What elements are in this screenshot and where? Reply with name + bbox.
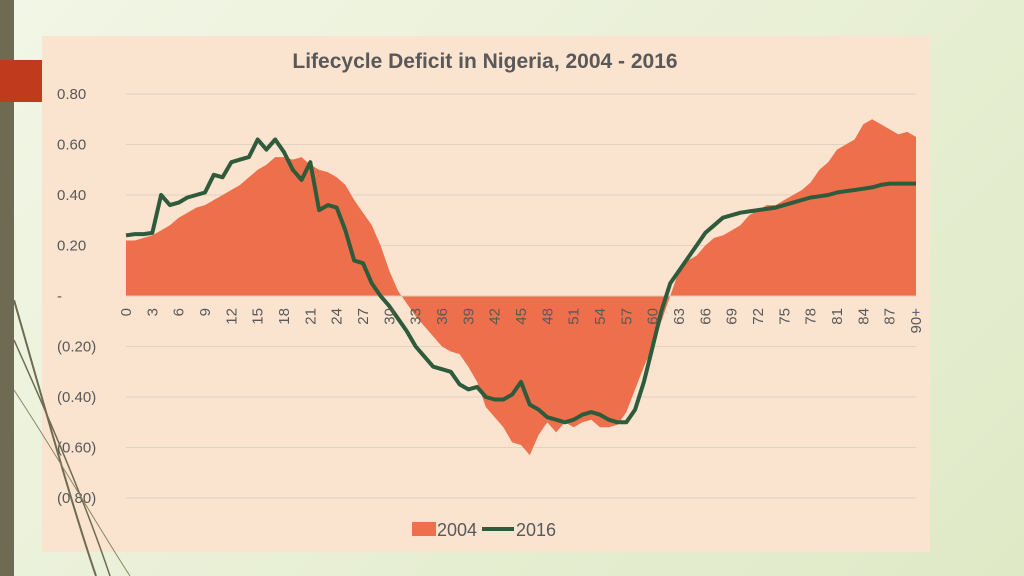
legend: 2004 2016	[412, 520, 556, 540]
x-tick-label: 3	[144, 308, 161, 316]
x-tick-label: 36	[434, 308, 451, 325]
x-tick-label: 45	[513, 308, 530, 325]
left-decor-bar	[0, 0, 14, 576]
x-tick-label: 24	[329, 308, 346, 325]
x-tick-label: 27	[355, 308, 372, 325]
y-tick-label: 0.20	[57, 238, 86, 255]
y-tick-label: 0.40	[57, 187, 86, 204]
x-tick-label: 0	[118, 308, 135, 316]
x-tick-label: 51	[566, 308, 583, 325]
x-tick-label: 42	[487, 308, 504, 325]
x-tick-label: 78	[803, 308, 820, 325]
x-tick-label: 60	[645, 308, 662, 325]
x-tick-label: 81	[829, 308, 846, 325]
line-series-2016	[125, 137, 916, 425]
x-tick-label: 57	[618, 308, 635, 325]
y-tick-label: -	[57, 288, 62, 305]
decorative-curve	[13, 339, 111, 576]
x-tick-label: 39	[460, 308, 477, 325]
x-tick-label: 72	[750, 308, 767, 325]
legend-swatch-2004	[412, 522, 436, 536]
x-tick-label: 87	[882, 308, 899, 325]
x-tick-label: 33	[408, 308, 425, 325]
x-tick-label: 54	[592, 308, 609, 325]
x-tick-label: 66	[697, 308, 714, 325]
x-tick-label: 84	[855, 308, 872, 325]
decorative-curves	[13, 300, 131, 576]
chart: Lifecycle Deficit in Nigeria, 2004 - 201…	[57, 50, 925, 540]
legend-label-2004: 2004	[437, 520, 477, 540]
x-tick-label: 75	[776, 308, 793, 325]
x-tick-label: 30	[381, 308, 398, 325]
x-tick-label: 21	[302, 308, 319, 325]
y-tick-label: (0.60)	[57, 440, 96, 457]
y-tick-label: (0.40)	[57, 389, 96, 406]
area-2004	[126, 119, 916, 456]
x-tick-label: 9	[197, 308, 214, 316]
accent-block	[0, 60, 42, 102]
legend-label-2016: 2016	[516, 520, 556, 540]
y-tick-label: (0.20)	[57, 339, 96, 356]
x-tick-label: 18	[276, 308, 293, 325]
x-axis-ticks: 0 3 6 9 12 15 18 21 24 27 30 33 36 39 42 45 48 51 54 57 60 63…	[118, 308, 925, 334]
x-tick-label: 6	[171, 308, 188, 316]
line-2016	[125, 137, 916, 425]
chart-title: Lifecycle Deficit in Nigeria, 2004 - 201…	[292, 50, 677, 73]
decorative-curve	[13, 300, 97, 576]
x-tick-label: 12	[223, 308, 240, 325]
x-tick-label: 63	[671, 308, 688, 325]
y-tick-label: (0.80)	[57, 490, 96, 507]
x-tick-label: 48	[539, 308, 556, 325]
area-series-2004	[126, 119, 916, 456]
y-tick-label: 0.60	[57, 137, 86, 154]
x-tick-label: 69	[724, 308, 741, 325]
x-tick-label: 90+	[908, 308, 925, 334]
x-tick-label: 15	[250, 308, 267, 325]
y-axis-ticks: 0.80 0.60 0.40 0.20 - (0.20) (0.40) (0.60) (0.80…	[57, 86, 96, 507]
chart-panel: Lifecycle Deficit in Nigeria, 2004 - 201…	[42, 36, 930, 552]
y-tick-label: 0.80	[57, 86, 86, 103]
decorative-curve	[13, 389, 131, 576]
